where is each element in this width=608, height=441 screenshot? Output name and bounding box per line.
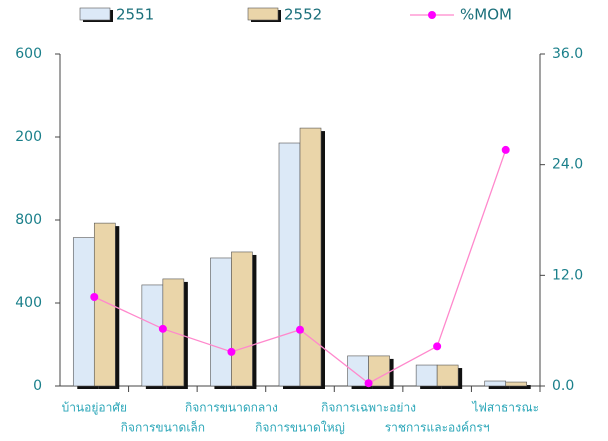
bar xyxy=(210,257,232,387)
bar xyxy=(93,222,116,387)
x-tick-label: ราชการและองค์กรฯ xyxy=(385,421,490,435)
y2-tick-label: 0.0 xyxy=(552,378,574,394)
bar xyxy=(299,127,322,387)
x-tick-label: ไฟสาธารณะ xyxy=(471,401,539,415)
marker xyxy=(90,293,99,302)
bar xyxy=(72,237,95,387)
bar xyxy=(505,381,528,387)
y-tick-label: 800 xyxy=(15,212,42,228)
bar-shadow xyxy=(509,385,531,389)
bar xyxy=(368,355,390,387)
marker xyxy=(501,145,510,154)
y-tick-label: 0 xyxy=(33,378,42,394)
marker xyxy=(158,324,167,333)
legend-label: 2552 xyxy=(284,6,322,24)
marker xyxy=(227,347,236,356)
legend-swatch xyxy=(247,7,279,21)
marker xyxy=(433,342,442,351)
marker xyxy=(296,325,304,334)
x-tick-label: กิจการเฉพาะอย่าง xyxy=(321,401,416,415)
bar xyxy=(278,142,301,387)
legend-label: %MOM xyxy=(460,6,512,24)
legend-label: 2551 xyxy=(116,6,154,24)
bar xyxy=(415,364,438,387)
bar xyxy=(436,364,459,387)
y2-tick-label: 24.0 xyxy=(552,157,583,173)
x-tick-label: กิจการขนาดเล็ก xyxy=(121,420,205,435)
bar xyxy=(484,380,507,387)
x-tick-label: บ้านอยู่อาศัย xyxy=(62,401,127,416)
y2-tick-label: 36.0 xyxy=(552,46,583,62)
bar xyxy=(231,251,253,387)
y2-tick-label: 12.0 xyxy=(552,267,583,283)
legend-marker xyxy=(428,11,436,19)
x-tick-label: กิจการขนาดใหญ่ xyxy=(255,421,345,435)
legend-swatch xyxy=(79,7,111,21)
bar xyxy=(141,284,164,387)
y-tick-label: 200 xyxy=(15,129,42,145)
y-tick-label: 600 xyxy=(15,46,42,62)
bar-shadow xyxy=(488,384,510,389)
marker xyxy=(364,379,373,388)
y-tick-label: 400 xyxy=(15,295,42,311)
x-tick-label: กิจการขนาดกลาง xyxy=(185,401,278,415)
